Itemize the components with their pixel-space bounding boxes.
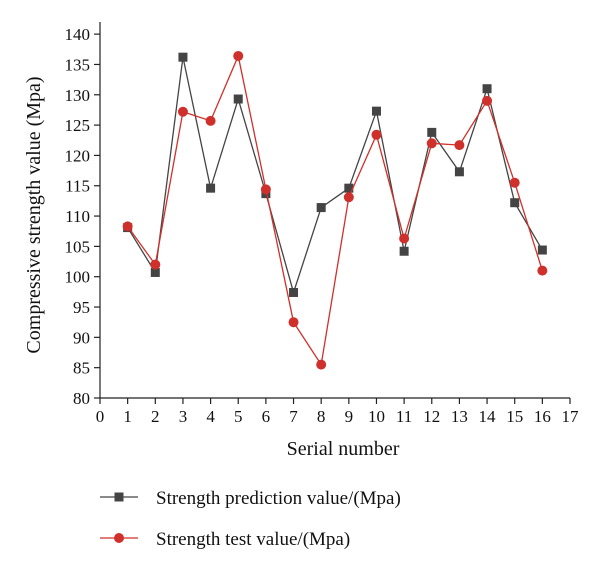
x-tick-label: 17: [562, 407, 580, 426]
y-tick-label: 100: [65, 268, 91, 287]
series-line: [127, 53, 543, 367]
y-tick-label: 95: [73, 298, 90, 317]
data-point-circle: [426, 138, 437, 149]
x-tick-label: 14: [479, 407, 497, 426]
data-point-circle: [537, 265, 548, 276]
y-tick-label: 105: [65, 237, 91, 256]
data-point-circle: [454, 140, 465, 151]
data-point-square: [454, 167, 464, 177]
data-point-circle: [205, 115, 216, 126]
y-tick-label: 125: [65, 116, 91, 135]
series-prediction: [123, 52, 547, 297]
axes: [99, 22, 570, 399]
x-tick-label: 9: [345, 407, 354, 426]
data-point-circle: [260, 184, 271, 195]
y-ticks: 80 85 90 95 100 105 110 115 120 125 130 135 140: [65, 25, 100, 408]
y-tick-label: 130: [65, 86, 91, 105]
x-tick-label: 12: [423, 407, 440, 426]
y-tick-label: 140: [65, 25, 91, 44]
x-tick-label: 6: [262, 407, 271, 426]
y-axis-label: Compressive strength value (Mpa): [23, 76, 45, 353]
legend-label-prediction: Strength prediction value/(Mpa): [156, 488, 401, 509]
x-tick-label: 13: [451, 407, 468, 426]
y-tick-label: 90: [73, 328, 90, 347]
x-tick-label: 15: [506, 407, 523, 426]
legend-marker-circle: [114, 533, 124, 543]
x-tick-label: 1: [123, 407, 132, 426]
y-tick-label: 110: [65, 207, 90, 226]
x-tick-label: 3: [179, 407, 188, 426]
legend-item-test: Strength test value/(Mpa): [100, 529, 350, 550]
y-tick-label: 135: [65, 55, 91, 74]
data-point-square: [150, 267, 160, 277]
series-line: [127, 57, 543, 295]
data-point-circle: [509, 177, 520, 188]
data-point-square: [399, 246, 409, 256]
data-point-circle: [177, 106, 188, 117]
y-tick-label: 115: [65, 177, 90, 196]
data-point-square: [316, 203, 326, 213]
y-tick-label: 85: [73, 359, 90, 378]
data-point-square: [482, 84, 492, 94]
data-point-square: [427, 127, 437, 137]
legend-item-prediction: Strength prediction value/(Mpa): [100, 488, 401, 509]
data-point-square: [233, 94, 243, 104]
data-point-square: [344, 183, 354, 193]
y-tick-label: 80: [73, 389, 90, 408]
x-axis-label: Serial number: [287, 438, 400, 460]
data-point-square: [371, 106, 381, 116]
data-point-circle: [122, 221, 133, 232]
y-tick-label: 120: [65, 146, 91, 165]
data-point-circle: [288, 317, 299, 328]
data-point-circle: [316, 359, 327, 370]
x-tick-label: 4: [206, 407, 215, 426]
legend-marker-square: [114, 492, 124, 502]
data-point-circle: [343, 192, 354, 203]
x-tick-label: 5: [234, 407, 243, 426]
x-tick-label: 0: [96, 407, 105, 426]
x-tick-label: 11: [396, 407, 412, 426]
legend-label-test: Strength test value/(Mpa): [156, 529, 350, 550]
data-point-square: [206, 183, 216, 193]
data-point-circle: [399, 233, 410, 244]
data-point-circle: [482, 95, 493, 106]
data-point-square: [537, 245, 547, 255]
x-tick-label: 16: [534, 407, 551, 426]
data-point-square: [178, 52, 188, 62]
data-point-circle: [371, 129, 382, 140]
data-point-circle: [150, 259, 161, 270]
x-tick-label: 10: [368, 407, 385, 426]
x-tick-label: 8: [317, 407, 326, 426]
plot-series: [122, 50, 548, 370]
x-tick-label: 2: [151, 407, 160, 426]
data-point-square: [289, 287, 299, 297]
series-test: [122, 50, 548, 370]
x-ticks: 0 1 2 3 4 5 6 7 8 9 10 11 12 13 14 15 16 17: [96, 398, 579, 426]
data-point-circle: [233, 50, 244, 61]
data-point-square: [510, 198, 520, 208]
legend: Strength prediction value/(Mpa) Strength…: [100, 488, 401, 550]
x-tick-label: 7: [289, 407, 298, 426]
